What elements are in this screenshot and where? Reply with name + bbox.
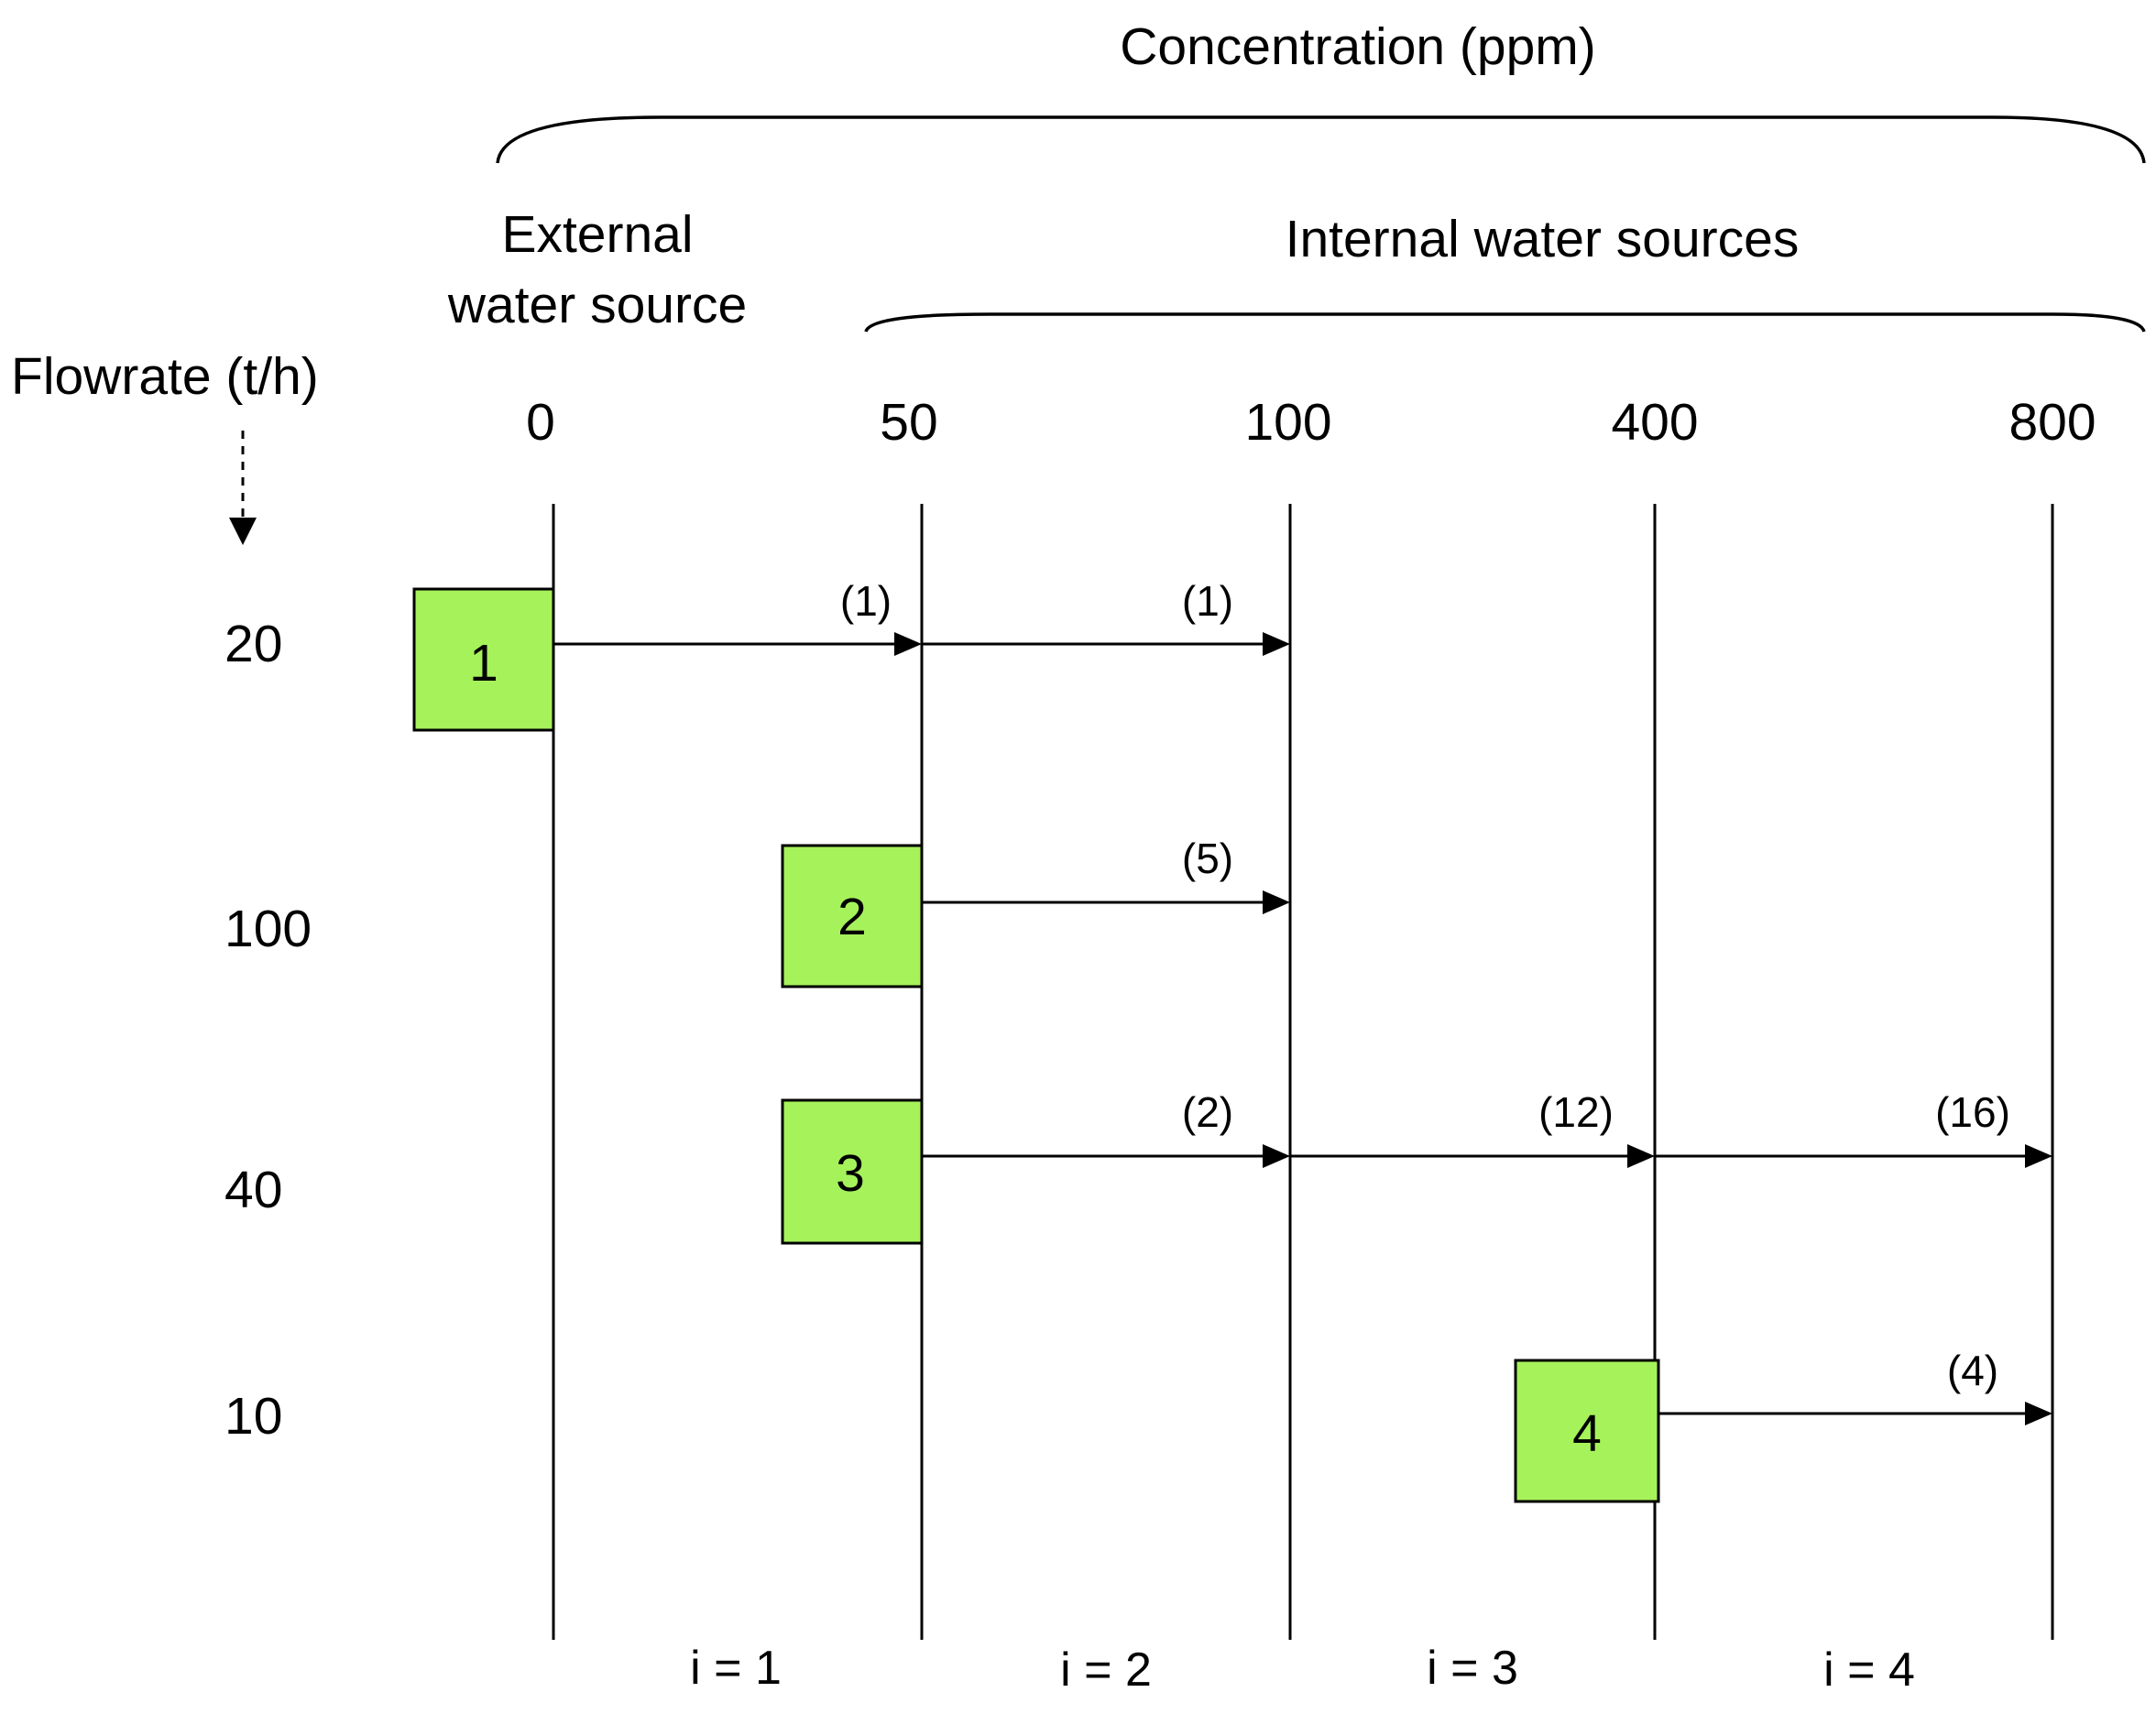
external-source-label-line2: water source <box>447 276 747 334</box>
source-box-2: 2 <box>781 844 924 988</box>
concentration-tick-50: 50 <box>880 393 937 452</box>
flowrate-label: Flowrate (t/h) <box>11 347 319 406</box>
interval-label-3: i = 3 <box>1427 1642 1518 1695</box>
source-box-label: 3 <box>836 1144 865 1203</box>
concentration-ticks: 0 50 100 400 800 <box>526 393 2096 452</box>
source-box-label: 2 <box>837 888 867 946</box>
interval-labels: i = 1 i = 2 i = 3 i = 4 <box>690 1642 1915 1697</box>
arrow-label: (16) <box>1935 1088 2010 1136</box>
flowrate-arrow-icon <box>229 518 257 545</box>
source-box-4: 4 <box>1514 1359 1660 1503</box>
arrows <box>553 632 2052 1425</box>
interval-label-4: i = 4 <box>1823 1643 1915 1697</box>
flowrate-values: 20 100 40 10 <box>224 615 312 1446</box>
arrow-label: (2) <box>1182 1088 1233 1136</box>
arrowhead-icon <box>1263 632 1290 656</box>
flowrate-value-source-1: 20 <box>224 615 282 673</box>
concentration-brace <box>496 115 2146 164</box>
concentration-tick-100: 100 <box>1244 393 1331 452</box>
concentration-title: Concentration (ppm) <box>1120 17 1596 76</box>
arrow-label: (12) <box>1538 1088 1614 1136</box>
source-box-label: 1 <box>469 634 498 693</box>
concentration-tick-400: 400 <box>1611 393 1698 452</box>
source-box-label: 4 <box>1572 1404 1602 1463</box>
source-box-3: 3 <box>781 1098 924 1245</box>
flowrate-value-source-4: 10 <box>224 1387 282 1446</box>
concentration-tick-0: 0 <box>526 393 555 452</box>
arrowhead-icon <box>2025 1402 2052 1425</box>
flowrate-value-source-2: 100 <box>224 900 312 958</box>
arrowhead-icon <box>2025 1144 2052 1168</box>
arrowhead-icon <box>1263 1144 1290 1168</box>
arrow-label: (5) <box>1182 835 1233 882</box>
arrow-labels: (1) (1) (5) (2) (12) (16) (4) <box>840 577 2010 1394</box>
interval-label-1: i = 1 <box>690 1642 782 1695</box>
concentration-lines <box>552 504 2054 1640</box>
arrow-label: (1) <box>1182 577 1233 625</box>
internal-sources-brace <box>864 312 2146 333</box>
internal-sources-label: Internal water sources <box>1286 210 1800 268</box>
interval-label-2: i = 2 <box>1060 1643 1152 1697</box>
source-box-1: 1 <box>412 587 555 732</box>
external-source-label-line1: External <box>501 205 693 264</box>
arrow-label: (4) <box>1947 1347 1998 1394</box>
flowrate-value-source-3: 40 <box>224 1161 282 1219</box>
concentration-tick-800: 800 <box>2008 393 2096 452</box>
arrowhead-icon <box>894 632 922 656</box>
arrow-label: (1) <box>840 577 892 625</box>
arrowhead-icon <box>1263 890 1290 914</box>
source-boxes: 1 2 3 4 <box>412 587 1660 1503</box>
arrowhead-icon <box>1627 1144 1655 1168</box>
